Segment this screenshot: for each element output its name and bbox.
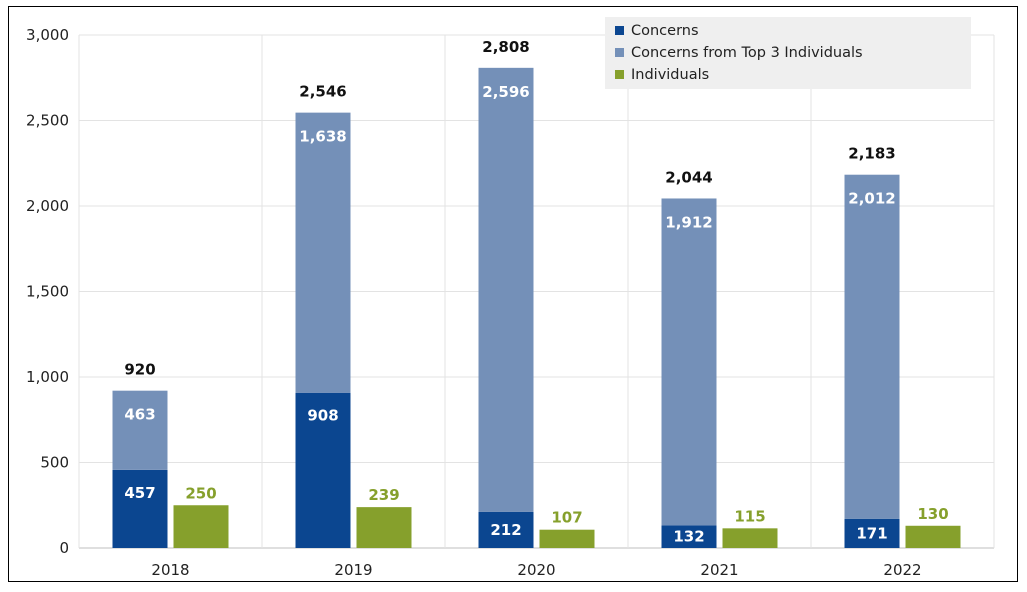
label-concerns-top3: 2,596 xyxy=(482,83,529,101)
bar-individuals xyxy=(539,529,595,548)
legend-box xyxy=(605,17,971,89)
label-total: 920 xyxy=(124,361,155,379)
label-concerns-top3: 2,012 xyxy=(848,190,895,208)
x-tick-label: 2019 xyxy=(334,561,372,579)
x-axis-ticks: 2018 2019 2020 2021 2022 xyxy=(151,561,921,579)
y-axis-ticks: 0 500 1,000 1,500 2,000 2,500 3,000 xyxy=(26,26,69,557)
label-individuals: 250 xyxy=(185,484,216,502)
label-concerns-top3: 463 xyxy=(124,406,155,424)
bar-concerns xyxy=(112,469,168,548)
y-tick-label: 0 xyxy=(59,539,69,557)
bar-individuals xyxy=(905,525,961,548)
x-tick-label: 2022 xyxy=(883,561,921,579)
bar-chart: 0 500 1,000 1,500 2,000 2,500 3,000 457 463 920 2… xyxy=(26,17,995,579)
y-tick-label: 1,500 xyxy=(26,283,69,301)
label-concerns-top3: 1,638 xyxy=(299,128,346,146)
legend-swatch xyxy=(615,48,624,57)
bars xyxy=(112,67,961,548)
label-individuals: 239 xyxy=(368,486,399,504)
label-concerns: 171 xyxy=(856,524,887,542)
x-tick-label: 2021 xyxy=(700,561,738,579)
legend-label: Individuals xyxy=(631,67,709,83)
bar-concerns xyxy=(844,518,900,548)
label-concerns: 908 xyxy=(307,407,338,425)
label-concerns-top3: 1,912 xyxy=(665,213,712,231)
bar-concerns-top3 xyxy=(844,174,900,519)
x-tick-label: 2020 xyxy=(517,561,555,579)
y-tick-label: 1,000 xyxy=(26,368,69,386)
y-tick-label: 2,500 xyxy=(26,112,69,130)
y-tick-label: 3,000 xyxy=(26,26,69,44)
legend-swatch xyxy=(615,70,624,79)
legend-label: Concerns xyxy=(631,23,699,39)
bar-concerns-top3 xyxy=(478,67,534,512)
bar-concerns-top3 xyxy=(295,112,351,393)
bar-individuals xyxy=(356,507,412,548)
y-tick-label: 500 xyxy=(40,454,69,472)
bar-concerns xyxy=(478,511,534,548)
chart-frame: 0 500 1,000 1,500 2,000 2,500 3,000 457 463 920 2… xyxy=(8,6,1018,582)
legend-label: Concerns from Top 3 Individuals xyxy=(631,45,863,61)
label-individuals: 107 xyxy=(551,509,582,527)
bar-concerns-top3 xyxy=(112,390,168,470)
legend: Concerns Concerns from Top 3 Individuals I… xyxy=(605,17,971,89)
data-labels: 457 463 920 250 908 1,638 2,546 239 212 2,596 2,80… xyxy=(124,38,948,546)
label-total: 2,044 xyxy=(665,168,712,186)
bar-individuals xyxy=(722,528,778,548)
bar-concerns xyxy=(295,392,351,548)
x-tick-label: 2018 xyxy=(151,561,189,579)
label-concerns: 212 xyxy=(490,521,521,539)
label-concerns: 457 xyxy=(124,484,155,502)
label-total: 2,546 xyxy=(299,83,346,101)
label-individuals: 130 xyxy=(917,505,948,523)
bar-concerns xyxy=(661,525,717,548)
bar-concerns-top3 xyxy=(661,198,717,526)
label-concerns: 132 xyxy=(673,528,704,546)
label-total: 2,808 xyxy=(482,38,529,56)
label-individuals: 115 xyxy=(734,507,765,525)
label-total: 2,183 xyxy=(848,145,895,163)
grid-lines xyxy=(78,34,995,549)
legend-swatch xyxy=(615,26,624,35)
y-tick-label: 2,000 xyxy=(26,197,69,215)
bar-individuals xyxy=(173,505,229,548)
